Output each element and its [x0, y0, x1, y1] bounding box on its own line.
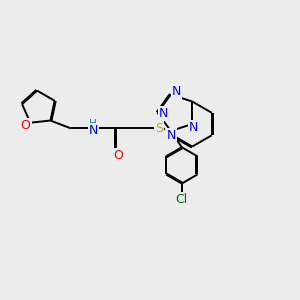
Text: S: S — [155, 122, 163, 135]
Text: O: O — [113, 149, 123, 162]
Text: H: H — [89, 119, 97, 129]
Text: N: N — [189, 121, 199, 134]
Text: N: N — [172, 85, 181, 98]
Text: N: N — [88, 124, 98, 137]
Text: N: N — [158, 107, 168, 120]
Text: Cl: Cl — [176, 193, 188, 206]
Text: N: N — [167, 129, 176, 142]
Text: O: O — [21, 119, 31, 132]
